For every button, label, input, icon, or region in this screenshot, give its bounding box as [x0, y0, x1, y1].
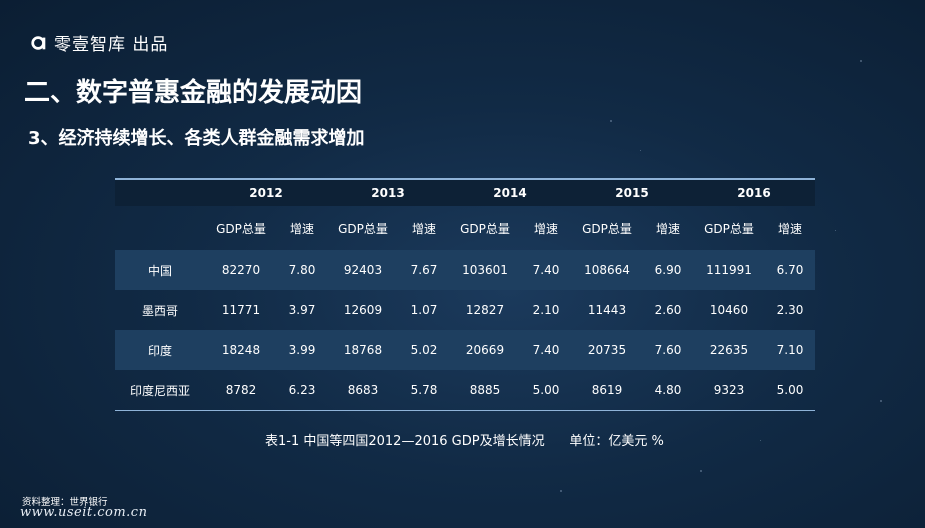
gdp-cell: 20735: [587, 343, 627, 357]
gdp-header: GDP总量: [460, 221, 510, 236]
growth-cell: 3.97: [288, 303, 316, 317]
gdp-header: GDP总量: [582, 221, 632, 236]
gdp-cell: 103601: [462, 263, 508, 277]
growth-cell: 5.00: [532, 383, 560, 397]
growth-header: 增速: [533, 221, 558, 236]
year-header: 2015: [615, 186, 649, 200]
gdp-cell: 111991: [706, 263, 752, 277]
growth-cell: 4.80: [654, 383, 682, 397]
gdp-cell: 18768: [343, 343, 383, 357]
gdp-cell: 12609: [343, 303, 383, 317]
gdp-header: GDP总量: [216, 221, 266, 236]
growth-cell: 6.70: [776, 263, 804, 277]
gdp-cell: 82270: [221, 263, 261, 277]
source-note: 资料整理：世界银行: [22, 497, 108, 508]
table-caption: 表1-1 中国等四国2012—2016 GDP及增长情况 单位：亿美元 %: [265, 434, 664, 449]
growth-cell: 6.23: [288, 383, 316, 397]
growth-header: 增速: [411, 221, 436, 236]
watermark: www.useit.com.cn: [20, 505, 148, 520]
gdp-cell: 11443: [587, 303, 627, 317]
country-name: 中国: [147, 263, 172, 278]
country-name: 墨西哥: [141, 303, 178, 318]
growth-cell: 1.07: [410, 303, 438, 317]
gdp-cell: 20669: [465, 343, 505, 357]
growth-cell: 7.80: [288, 263, 316, 277]
brand-logo: 零壹智库 出品: [30, 30, 168, 55]
growth-cell: 3.99: [288, 343, 316, 357]
country-name: 印度尼西亚: [129, 383, 190, 398]
year-header: 2014: [493, 186, 527, 200]
growth-header: 增速: [777, 221, 802, 236]
gdp-cell: 108664: [584, 263, 630, 277]
background-sparkle: [880, 400, 882, 402]
growth-header: 增速: [289, 221, 314, 236]
background-sparkle: [610, 120, 612, 122]
gdp-cell: 8619: [591, 383, 623, 397]
gdp-cell: 10460: [709, 303, 749, 317]
growth-cell: 5.00: [776, 383, 804, 397]
gdp-header: GDP总量: [704, 221, 754, 236]
table-row-indonesia: 印度尼西亚 8782 6.23 8683 5.78 8885 5.00 8619…: [115, 370, 815, 410]
gdp-cell: 22635: [709, 343, 749, 357]
background-sparkle: [560, 490, 562, 492]
growth-cell: 7.10: [776, 343, 804, 357]
growth-cell: 6.90: [654, 263, 682, 277]
background-sparkle: [835, 230, 836, 231]
background-sparkle: [700, 470, 702, 472]
gdp-cell: 12827: [465, 303, 505, 317]
country-name: 印度: [147, 343, 172, 358]
a-logo-icon: [31, 35, 46, 50]
year-header-row: 2012 2013 2014 2015 2016: [115, 180, 815, 206]
year-header: 2016: [737, 186, 771, 200]
growth-cell: 7.40: [532, 263, 560, 277]
table-row-india: 印度 18248 3.99 18768 5.02 20669 7.40 2073…: [115, 330, 815, 370]
table-row-china: 中国 82270 7.80 92403 7.67 103601 7.40 108…: [115, 250, 815, 290]
background-sparkle: [640, 150, 641, 151]
growth-cell: 2.10: [532, 303, 560, 317]
growth-cell: 5.02: [410, 343, 438, 357]
gdp-cell: 11771: [221, 303, 261, 317]
growth-cell: 7.40: [532, 343, 560, 357]
page-subtitle: 3、经济持续增长、各类人群金融需求增加: [28, 128, 365, 149]
gdp-cell: 92403: [343, 263, 383, 277]
growth-cell: 7.67: [410, 263, 438, 277]
year-header: 2013: [371, 186, 405, 200]
table-row-mexico: 墨西哥 11771 3.97 12609 1.07 12827 2.10 114…: [115, 290, 815, 330]
gdp-table: 2012 2013 2014 2015 2016 GDP总量 增速 GDP总量 …: [115, 178, 815, 411]
page-title: 二、数字普惠金融的发展动因: [24, 78, 363, 108]
subheader-row: GDP总量 增速 GDP总量 增速 GDP总量 增速 GDP总量 增速 GDP总…: [115, 206, 815, 250]
year-header: 2012: [249, 186, 283, 200]
gdp-header: GDP总量: [338, 221, 388, 236]
gdp-cell: 8885: [469, 383, 501, 397]
gdp-cell: 8683: [347, 383, 379, 397]
gdp-cell: 18248: [221, 343, 261, 357]
table-top-rule: [115, 178, 815, 180]
background-sparkle: [760, 440, 761, 441]
brand-name: 零壹智库 出品: [54, 35, 169, 55]
growth-cell: 7.60: [654, 343, 682, 357]
growth-cell: 5.78: [410, 383, 438, 397]
growth-cell: 2.60: [654, 303, 682, 317]
growth-cell: 2.30: [776, 303, 804, 317]
gdp-cell: 9323: [713, 383, 745, 397]
background-sparkle: [860, 60, 862, 62]
gdp-cell: 8782: [225, 383, 257, 397]
table-bottom-rule: [115, 410, 815, 411]
growth-header: 增速: [655, 221, 680, 236]
